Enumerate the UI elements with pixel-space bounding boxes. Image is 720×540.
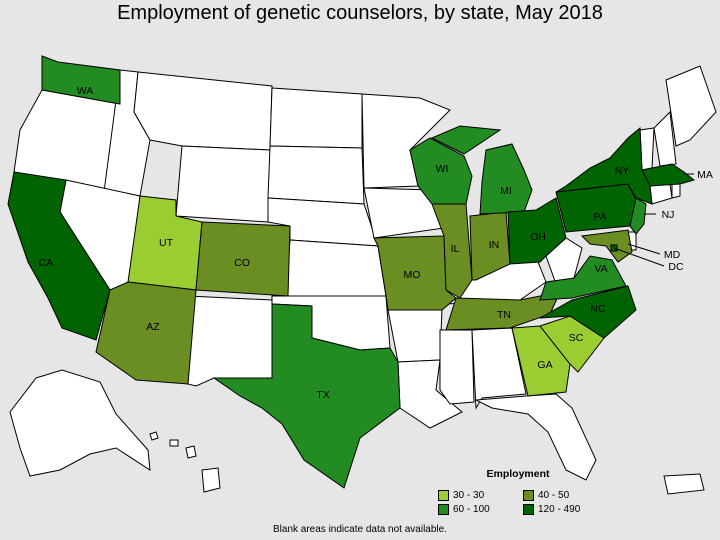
state-pa [555, 183, 639, 233]
state-mt [133, 71, 273, 151]
legend-swatch [523, 504, 534, 515]
state-md [580, 229, 633, 263]
md-leader [627, 243, 661, 255]
state-ar [387, 307, 443, 363]
legend-swatch [438, 490, 449, 501]
data-states [7, 55, 696, 489]
state-ma [641, 163, 696, 187]
legend-label: 60 - 100 [453, 504, 490, 515]
legend-items: 30 - 30 40 - 50 60 - 100 120 - 490 [438, 490, 598, 515]
label-nc: NC [590, 303, 606, 315]
nodata-states [9, 65, 717, 495]
state-az [95, 281, 197, 385]
territory-pr [663, 473, 705, 495]
footnote: Blank areas indicate data not available. [272, 524, 447, 535]
legend-item: 120 - 490 [523, 504, 598, 515]
state-nj [629, 197, 647, 235]
label-mo: MO [404, 269, 421, 281]
state-wy [175, 145, 271, 223]
legend-item: 40 - 50 [523, 490, 598, 501]
label-il: IL [451, 243, 460, 255]
label-ma: MA [697, 169, 713, 181]
label-wa: WA [77, 85, 94, 97]
label-ut: UT [159, 237, 174, 249]
label-dc: DC [668, 261, 684, 273]
state-ms [439, 329, 475, 405]
label-tn: TN [497, 309, 511, 321]
label-nj: NJ [662, 209, 675, 221]
label-mi: MI [500, 185, 512, 197]
label-va: VA [594, 263, 607, 275]
label-ga: GA [537, 359, 552, 371]
state-wi [409, 137, 473, 205]
state-sd [267, 145, 365, 205]
label-ca: CA [39, 257, 54, 269]
label-ny: NY [615, 165, 630, 177]
state-wa [41, 55, 121, 105]
state-labels: WA CA UT AZ CO TX MO IL IN WI MI OH TN G… [39, 85, 713, 401]
legend-label: 120 - 490 [538, 504, 581, 515]
label-wi: WI [436, 163, 449, 175]
state-ca [7, 171, 111, 341]
state-sc [539, 315, 605, 373]
dc-leader [613, 247, 665, 267]
legend-swatch [438, 504, 449, 515]
state-ak [9, 369, 151, 477]
state-ga [511, 325, 571, 397]
label-az: AZ [146, 321, 160, 333]
state-nc [539, 285, 637, 339]
legend-title: Employment [486, 468, 550, 480]
map-title: Employment of genetic counselors, by sta… [117, 2, 603, 24]
legend-label: 30 - 30 [453, 490, 485, 501]
label-in: IN [489, 239, 500, 251]
state-nh [653, 110, 677, 167]
label-leaders [613, 173, 694, 267]
state-tx [212, 303, 401, 489]
legend-swatch [523, 490, 534, 501]
state-me [665, 65, 717, 147]
label-co: CO [234, 257, 250, 269]
state-ks [285, 239, 387, 297]
state-va [539, 255, 627, 301]
state-nd [269, 87, 363, 149]
state-hi [149, 431, 221, 493]
legend-item: 30 - 30 [438, 490, 523, 501]
label-md: MD [664, 249, 681, 261]
state-fl [474, 393, 597, 481]
state-ri [671, 183, 681, 199]
state-mi [430, 125, 533, 215]
legend-label: 40 - 50 [538, 490, 570, 501]
state-ct [649, 183, 673, 205]
label-pa: PA [593, 211, 606, 223]
label-tx: TX [316, 389, 329, 401]
label-oh: OH [530, 231, 546, 243]
state-oh [507, 197, 567, 265]
legend-item: 60 - 100 [438, 504, 523, 515]
legend: Employment 30 - 30 40 - 50 60 - 100 120 … [438, 468, 598, 515]
state-co [195, 221, 291, 297]
label-sc: SC [569, 332, 584, 344]
